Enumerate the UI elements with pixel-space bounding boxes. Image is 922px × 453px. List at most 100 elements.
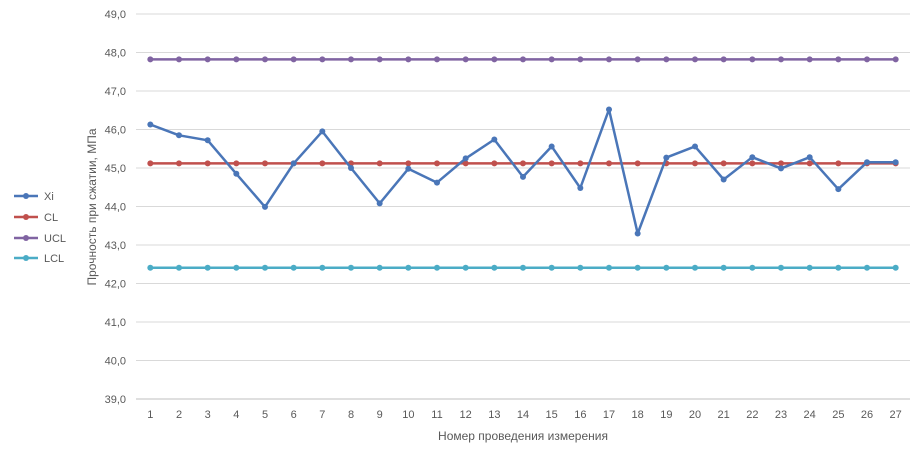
data-point	[577, 56, 584, 63]
y-axis-ticks: 39,0 40,0 41,0 42,0 43,0 44,0 45,0 46,0 47,0 48,0…	[105, 9, 126, 406]
y-tick-label: 45,0	[105, 163, 126, 175]
y-tick-label: 47,0	[105, 86, 126, 98]
data-point	[176, 56, 182, 63]
data-point	[835, 186, 842, 193]
legend-marker	[23, 255, 29, 261]
data-point	[491, 160, 498, 167]
data-point	[147, 121, 154, 128]
data-point	[376, 264, 383, 271]
data-point	[548, 160, 555, 167]
legend-marker	[23, 193, 29, 199]
x-tick-label: 25	[832, 409, 844, 421]
data-point	[778, 56, 784, 63]
data-point	[634, 230, 641, 237]
y-tick-label: 41,0	[105, 317, 126, 329]
data-point	[262, 160, 268, 167]
x-tick-label: 4	[233, 409, 239, 421]
data-point	[864, 159, 870, 166]
data-point	[663, 264, 670, 271]
data-point	[405, 56, 412, 63]
data-point	[434, 160, 440, 167]
data-point	[491, 264, 498, 271]
data-point	[262, 264, 268, 271]
data-point	[204, 160, 211, 167]
data-point	[663, 154, 670, 161]
data-point	[806, 56, 813, 63]
data-point	[692, 160, 698, 167]
y-tick-label: 42,0	[105, 279, 126, 291]
data-point	[462, 160, 469, 167]
data-point	[606, 160, 612, 167]
legend-label: LCL	[44, 253, 64, 265]
y-tick-label: 43,0	[105, 240, 126, 252]
data-point	[663, 56, 670, 63]
x-tick-label: 13	[488, 409, 500, 421]
legend-item-xi: Xi	[14, 191, 54, 203]
legend-marker	[23, 235, 29, 241]
data-point	[147, 264, 154, 271]
data-point	[319, 264, 326, 271]
x-tick-label: 23	[775, 409, 787, 421]
y-tick-label: 46,0	[105, 125, 126, 137]
data-point	[176, 264, 182, 271]
data-point	[262, 203, 268, 210]
legend-label: UCL	[44, 233, 66, 245]
data-point	[319, 160, 326, 167]
data-point	[692, 56, 698, 63]
data-point	[233, 160, 240, 167]
data-point	[749, 264, 756, 271]
data-point	[720, 176, 727, 183]
y-tick-label: 49,0	[105, 9, 126, 21]
data-point	[577, 160, 584, 167]
data-point	[319, 56, 326, 63]
data-point	[892, 264, 899, 271]
x-tick-label: 10	[402, 409, 414, 421]
data-point	[692, 143, 698, 150]
data-point	[462, 56, 469, 63]
data-point	[892, 159, 899, 166]
data-point	[720, 264, 727, 271]
data-point	[405, 165, 412, 172]
data-point	[491, 56, 498, 63]
data-point	[147, 56, 154, 63]
legend-label: CL	[44, 212, 58, 224]
data-point	[634, 56, 641, 63]
series-ucl	[147, 56, 899, 63]
data-point	[204, 137, 211, 144]
x-tick-label: 18	[632, 409, 644, 421]
data-point	[290, 264, 297, 271]
data-point	[520, 173, 526, 180]
data-point	[348, 165, 354, 171]
data-point	[147, 160, 154, 167]
data-point	[835, 56, 842, 63]
data-point	[434, 179, 440, 186]
data-point	[405, 264, 412, 271]
data-point	[577, 264, 584, 271]
x-tick-label: 17	[603, 409, 615, 421]
data-point	[634, 264, 641, 271]
series-xi	[147, 106, 899, 237]
data-point	[806, 154, 813, 161]
data-point	[606, 106, 612, 113]
data-point	[692, 264, 698, 271]
legend-marker	[23, 214, 29, 220]
data-point	[290, 160, 297, 167]
data-point	[720, 160, 727, 167]
x-tick-label: 11	[431, 409, 442, 421]
data-point	[233, 264, 240, 271]
y-tick-label: 39,0	[105, 394, 126, 406]
data-point	[348, 56, 354, 63]
y-axis-title: Прочность при сжатии, МПа	[85, 128, 99, 285]
data-point	[520, 264, 526, 271]
data-point	[806, 160, 813, 167]
x-tick-label: 1	[147, 409, 153, 421]
x-tick-label: 6	[291, 409, 297, 421]
x-tick-label: 9	[377, 409, 383, 421]
x-tick-label: 12	[460, 409, 472, 421]
data-point	[434, 264, 440, 271]
data-point	[262, 56, 268, 63]
data-point	[634, 160, 641, 167]
x-tick-label: 3	[205, 409, 211, 421]
